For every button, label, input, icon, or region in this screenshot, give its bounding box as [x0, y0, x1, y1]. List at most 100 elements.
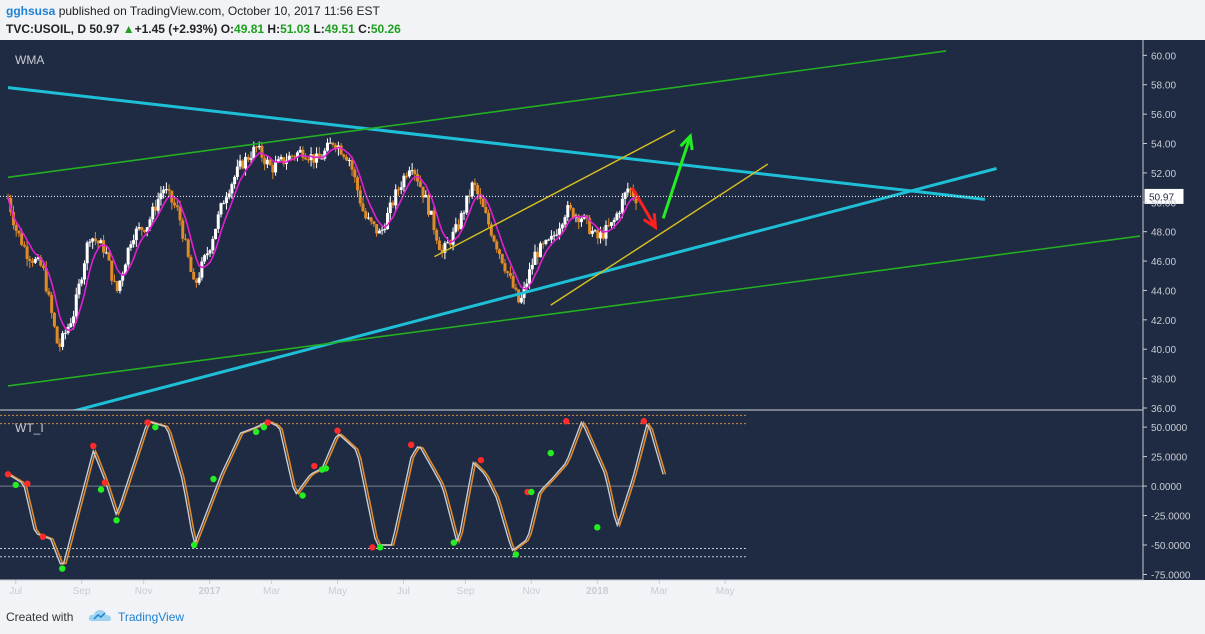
candle-body — [615, 213, 619, 220]
red-arrow-head[interactable] — [642, 213, 658, 231]
candle-body — [372, 221, 376, 225]
wt1-line — [7, 420, 664, 565]
wt-cross-dot — [260, 423, 268, 431]
candle-body — [484, 207, 488, 213]
candle-body — [181, 220, 185, 239]
created-with-text: Created with — [6, 610, 74, 624]
x-tick-label: Jul — [9, 586, 22, 597]
wt-cross-dot — [334, 427, 341, 434]
candle-body — [514, 287, 518, 290]
candle-body — [260, 145, 264, 158]
wt-cross-dot — [512, 551, 520, 558]
candle-body — [544, 240, 548, 244]
y-tick-label: 50.00 — [1151, 198, 1176, 209]
candle-body — [246, 156, 250, 160]
osc-tick-label: -25.0000 — [1151, 512, 1191, 523]
wt-cross-dot — [594, 524, 601, 531]
candle-body — [407, 170, 411, 177]
candle-body — [369, 217, 373, 222]
yellow-trendline[interactable] — [434, 129, 676, 258]
candle-body — [235, 166, 239, 177]
candle-body — [31, 261, 35, 263]
x-tick-label: May — [716, 586, 735, 597]
candle-body — [391, 202, 395, 206]
wt2-line — [9, 420, 667, 565]
candle-body — [571, 208, 575, 218]
green-arrow-shaft[interactable] — [661, 135, 692, 219]
candle-body — [39, 257, 43, 266]
red-arrow-shaft[interactable] — [630, 186, 657, 229]
candle-body — [375, 224, 379, 234]
candle-body — [609, 222, 613, 226]
candle-body — [629, 188, 633, 190]
candle-body — [317, 153, 321, 159]
candle-body — [110, 260, 114, 281]
open-value: 49.81 — [234, 22, 265, 36]
candle-body — [495, 241, 499, 250]
candle-body — [596, 230, 600, 239]
x-tick-label: Nov — [522, 586, 540, 597]
yellow-trendline[interactable] — [550, 163, 769, 306]
wt-label: WT_I — [15, 421, 44, 435]
y-tick-label: 48.00 — [1151, 228, 1176, 239]
x-tick-label: Mar — [263, 586, 281, 597]
candle-body — [55, 326, 59, 344]
candle-body — [487, 212, 491, 225]
candle-body — [339, 145, 343, 155]
last-price-tag — [1143, 187, 1185, 205]
candle-body — [377, 230, 381, 234]
candle-body — [52, 312, 56, 327]
candle-body — [388, 202, 392, 214]
low-label: L: — [313, 22, 325, 36]
tradingview-brand-link[interactable]: TradingView — [118, 610, 185, 624]
cyan-trendline[interactable] — [7, 86, 986, 201]
candle-body — [429, 210, 433, 215]
cyan-trendline[interactable] — [73, 167, 997, 410]
oscillator-pane[interactable] — [0, 414, 1143, 572]
green-trendline[interactable] — [7, 235, 1141, 387]
candle-body — [238, 160, 242, 167]
candle-body — [588, 218, 592, 234]
candle-body — [17, 230, 21, 234]
candle-body — [129, 244, 133, 248]
symbol-name: TVC:USOIL, D — [6, 22, 86, 36]
candle-body — [290, 155, 294, 157]
osc-tick-label: 0.0000 — [1151, 482, 1182, 493]
close-value: 50.26 — [370, 22, 401, 36]
candle-body — [91, 238, 95, 242]
candle-body — [233, 176, 237, 185]
candle-body — [410, 170, 414, 172]
green-arrow-head[interactable] — [679, 132, 694, 151]
candle-body — [320, 158, 324, 160]
wt-cross-dot — [264, 419, 271, 426]
wt-cross-dot — [97, 486, 105, 493]
candle-body — [227, 193, 231, 198]
candle-body — [454, 224, 458, 232]
osc-tick-label: 25.0000 — [1151, 453, 1188, 464]
candle-body — [304, 157, 308, 160]
candle-body — [394, 189, 398, 206]
green-trendline[interactable] — [7, 50, 947, 179]
candle-body — [137, 227, 141, 229]
candle-body — [440, 249, 444, 253]
wt-cross-dot — [376, 544, 384, 551]
candle-body — [205, 253, 209, 256]
price-pane[interactable] — [0, 50, 1143, 411]
candle-body — [413, 170, 417, 175]
candle-body — [538, 243, 542, 258]
candle-body — [93, 238, 97, 241]
candle-body — [175, 205, 179, 208]
candle-body — [626, 188, 630, 193]
candle-body — [85, 242, 89, 264]
candle-body — [503, 263, 507, 272]
chart-canvas[interactable]: 50.97 60.00 58.00 56.00 54.00 52.00 50.00 48.00… — [0, 40, 1205, 600]
candle-body — [82, 263, 86, 280]
publisher-username[interactable]: gghsusa — [6, 4, 56, 18]
candle-body — [301, 149, 305, 158]
candle-body — [631, 189, 635, 198]
wt-cross-dot — [190, 541, 198, 549]
candle-body — [448, 242, 452, 245]
up-triangle-icon: ▲ — [122, 22, 135, 36]
last-price: 50.97 — [89, 22, 120, 36]
wt-cross-dot — [477, 456, 485, 464]
